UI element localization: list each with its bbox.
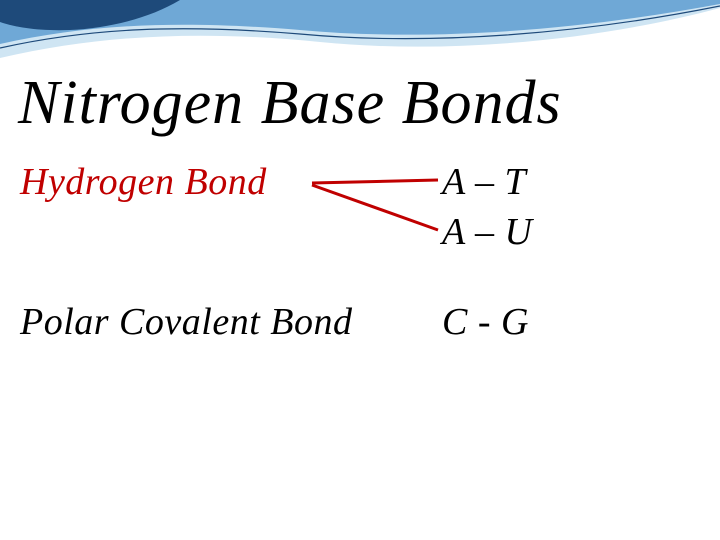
connector-lines [310,160,450,250]
bond-type-label-polar: Polar Covalent Bond [20,300,352,344]
base-pair-cg: C - G [442,300,529,344]
bond-type-label-hydrogen: Hydrogen Bond [20,160,267,204]
slide-title: Nitrogen Base Bonds [18,68,562,139]
base-pair-at: A – T [442,160,526,204]
base-pair-au: A – U [442,210,532,254]
